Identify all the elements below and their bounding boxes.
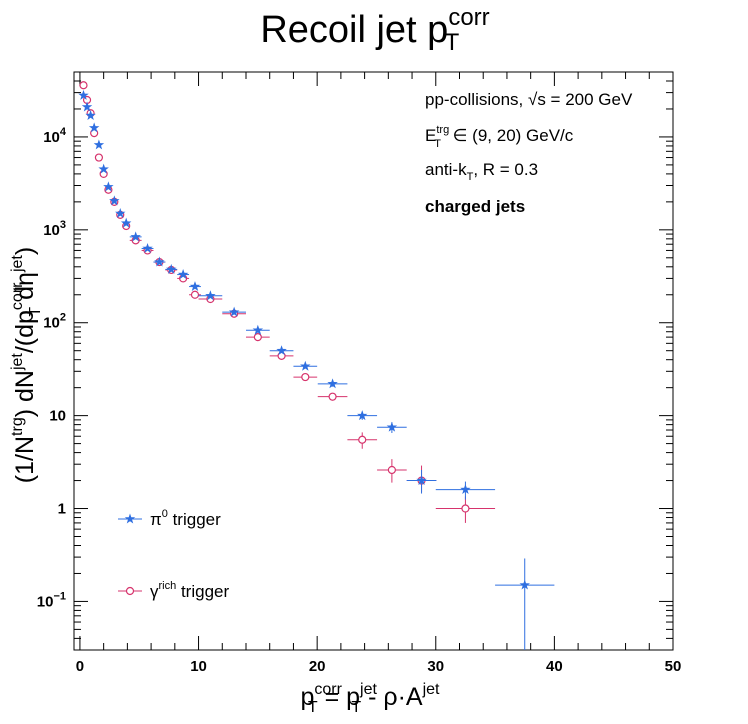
data-point (416, 475, 427, 486)
y-tick-labels: 10−1 1 10 102 103 104 (37, 126, 67, 610)
axis-ticks (74, 71, 674, 651)
annotation-charged-jets: charged jets (425, 197, 525, 216)
data-point (81, 101, 93, 112)
data-point (190, 290, 200, 299)
data-point (519, 579, 530, 590)
plot-frame (73, 71, 674, 651)
data-point (85, 110, 96, 120)
x-tick-label: 40 (546, 658, 563, 675)
x-axis-label: pcorr T = pjet T - ρ·Ajet (300, 681, 440, 716)
data-point (94, 153, 104, 162)
data-point (205, 290, 216, 301)
data-point (328, 392, 337, 401)
x-tick-label: 20 (309, 658, 326, 675)
data-point (276, 345, 287, 356)
data-point (386, 421, 398, 432)
data-point (78, 89, 89, 100)
y-tick-label: 1 (58, 501, 66, 518)
data-point (301, 372, 310, 382)
data-point (358, 435, 367, 444)
data-point (93, 139, 105, 150)
legend-pi0-marker (124, 513, 136, 524)
legend-entry-gamma-rich: γrich trigger (118, 580, 229, 601)
annotation-trigger-range: Etrg T ∈ (9, 20) GeV/c (425, 124, 574, 150)
legend-entry-pi0: π0 trigger (118, 508, 221, 529)
data-point (461, 504, 470, 513)
data-point (166, 263, 177, 274)
data-point (387, 465, 396, 475)
x-tick-label: 30 (427, 658, 444, 675)
x-axis-label-text: pcorr T = pjet T - ρ·Ajet (300, 681, 440, 716)
data-point (120, 217, 132, 228)
data-point (79, 81, 88, 90)
y-tick-label: 10−1 (37, 590, 66, 610)
y-tick-label: 103 (43, 219, 66, 239)
legend-gamma-marker (125, 586, 135, 596)
data-point (460, 484, 471, 495)
y-tick-label: 104 (43, 126, 67, 146)
data-point (252, 324, 264, 335)
data-point (142, 242, 153, 253)
data-point (253, 333, 262, 342)
legend-gamma-label: γrich trigger (150, 580, 229, 601)
data-point (98, 163, 109, 174)
data-point (154, 256, 165, 267)
annotation-algorithm: anti-kT, R = 0.3 (425, 160, 538, 183)
data-point (300, 360, 311, 371)
data-point (88, 122, 100, 133)
y-axis-label-text: (1/Ntrg) dNjet/(dpcorrT dηjet) (9, 247, 44, 483)
data-point (189, 281, 201, 292)
x-tick-label: 10 (190, 658, 207, 675)
data-point (130, 231, 141, 242)
series-layer (78, 81, 555, 650)
data-point (115, 207, 126, 218)
y-tick-label: 10 (49, 408, 66, 425)
x-tick-labels: 0 10 20 30 40 50 (76, 658, 682, 675)
legend: π0 trigger γrich trigger (118, 508, 229, 601)
data-point (177, 269, 189, 280)
series-pi0 (78, 89, 555, 650)
y-axis-label: (1/Ntrg) dNjet/(dpcorrT dηjet) (9, 247, 44, 483)
chart-title: Recoil jet pcorr T (260, 4, 489, 56)
legend-pi0-label: π0 trigger (150, 508, 221, 529)
data-point (103, 181, 114, 192)
x-tick-label: 50 (665, 658, 682, 675)
data-point (327, 378, 338, 389)
annotation-collisions: pp-collisions, √s = 200 GeV (425, 90, 633, 109)
data-point (228, 306, 240, 317)
x-tick-label: 0 (76, 658, 84, 675)
data-point (109, 195, 120, 206)
series-gamma-rich (79, 81, 496, 523)
data-point (357, 410, 368, 421)
y-tick-label: 102 (43, 312, 66, 332)
